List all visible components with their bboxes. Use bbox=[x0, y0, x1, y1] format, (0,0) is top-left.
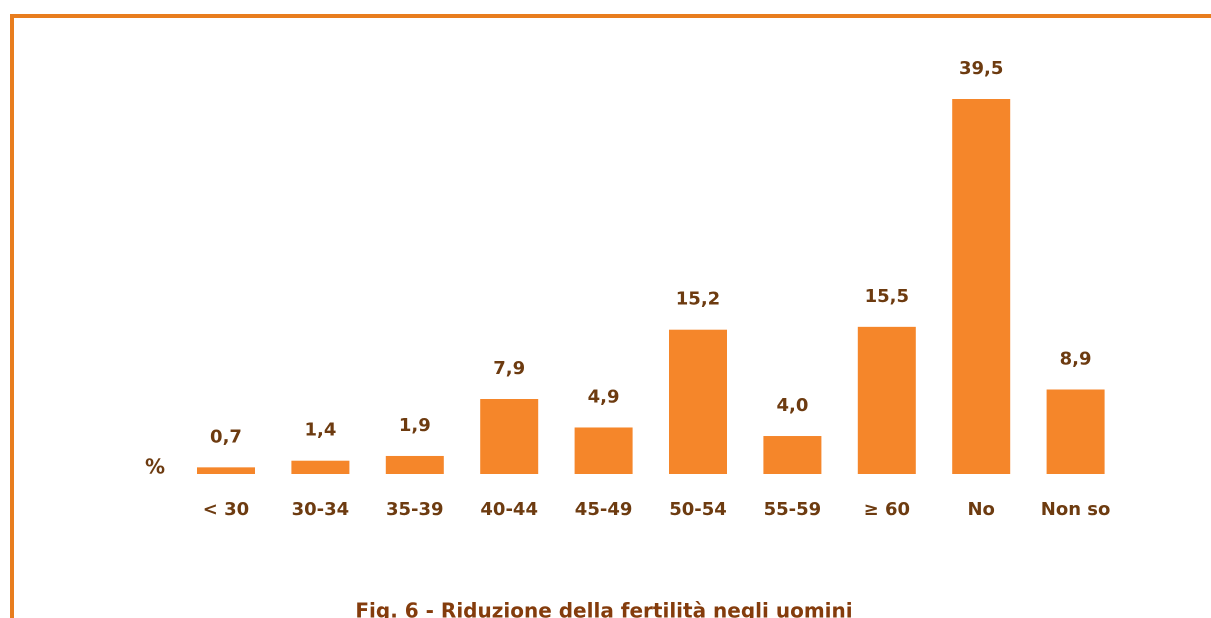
x-tick-label: ≥ 60 bbox=[864, 499, 910, 520]
value-label: 15,2 bbox=[676, 289, 720, 310]
x-tick-label: 30-34 bbox=[292, 499, 350, 520]
value-label: 1,4 bbox=[304, 420, 336, 441]
y-axis-label: % bbox=[145, 455, 165, 479]
value-label: 39,5 bbox=[959, 58, 1003, 79]
bar bbox=[763, 436, 822, 474]
value-label: 7,9 bbox=[493, 358, 525, 379]
x-tick-label: 40-44 bbox=[480, 499, 538, 520]
value-label: 4,0 bbox=[776, 395, 808, 416]
value-label: 1,9 bbox=[399, 415, 431, 436]
bar bbox=[574, 427, 633, 474]
bar bbox=[197, 467, 255, 474]
bar bbox=[669, 329, 727, 474]
value-label: 8,9 bbox=[1060, 349, 1092, 370]
value-label: 0,7 bbox=[210, 426, 242, 447]
value-label: 4,9 bbox=[588, 386, 620, 407]
value-label: 15,5 bbox=[865, 286, 909, 307]
chart-title: Fig. 6 - Riduzione della fertilità negli… bbox=[355, 599, 852, 618]
x-tick-label: < 30 bbox=[203, 499, 249, 520]
bar bbox=[952, 99, 1011, 474]
bar bbox=[1046, 389, 1105, 474]
bar bbox=[480, 399, 539, 474]
x-tick-label: 55-59 bbox=[764, 499, 822, 520]
x-tick-label: 35-39 bbox=[386, 499, 444, 520]
frame bbox=[10, 14, 1211, 618]
bar bbox=[291, 460, 350, 474]
x-tick-label: No bbox=[967, 499, 994, 520]
x-tick-label: Non so bbox=[1041, 499, 1111, 520]
bar bbox=[857, 326, 916, 474]
x-tick-label: 45-49 bbox=[575, 499, 633, 520]
bar bbox=[385, 455, 444, 474]
x-tick-label: 50-54 bbox=[669, 499, 727, 520]
